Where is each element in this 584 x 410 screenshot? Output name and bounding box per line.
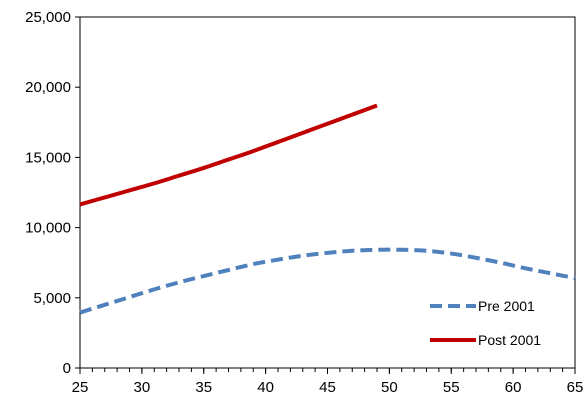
x-tick-label: 50	[381, 379, 398, 396]
y-axis-ticks: 0 5,000 10,000 15,000 20,000 25,000	[25, 9, 80, 377]
x-tick-label: 35	[195, 379, 212, 396]
x-tick-label: 30	[134, 379, 151, 396]
series-line-post-2001	[79, 103, 378, 207]
x-tick-label: 55	[443, 379, 460, 396]
x-tick-label: 60	[505, 379, 522, 396]
series-line-pre-2001	[79, 247, 576, 315]
x-tick-label: 45	[319, 379, 336, 396]
x-tick-label: 40	[257, 379, 274, 396]
x-tick-label: 25	[72, 379, 89, 396]
y-tick-label: 10,000	[25, 220, 71, 237]
y-tick-label: 25,000	[25, 9, 71, 26]
y-tick-label: 5,000	[33, 290, 71, 307]
legend-label: Pre 2001	[478, 298, 535, 314]
legend: Pre 2001 Post 2001	[430, 298, 541, 348]
axes	[79, 16, 576, 369]
y-tick-label: 0	[63, 360, 71, 377]
y-tick-label: 15,000	[25, 149, 71, 166]
x-axis-ticks: 25 30 35 40 45 50 55 60 65	[72, 368, 584, 396]
y-tick-label: 20,000	[25, 79, 71, 96]
legend-label: Post 2001	[478, 332, 541, 348]
plot-area-border	[79, 16, 576, 369]
x-tick-label: 65	[567, 379, 584, 396]
series-lines	[79, 103, 576, 315]
